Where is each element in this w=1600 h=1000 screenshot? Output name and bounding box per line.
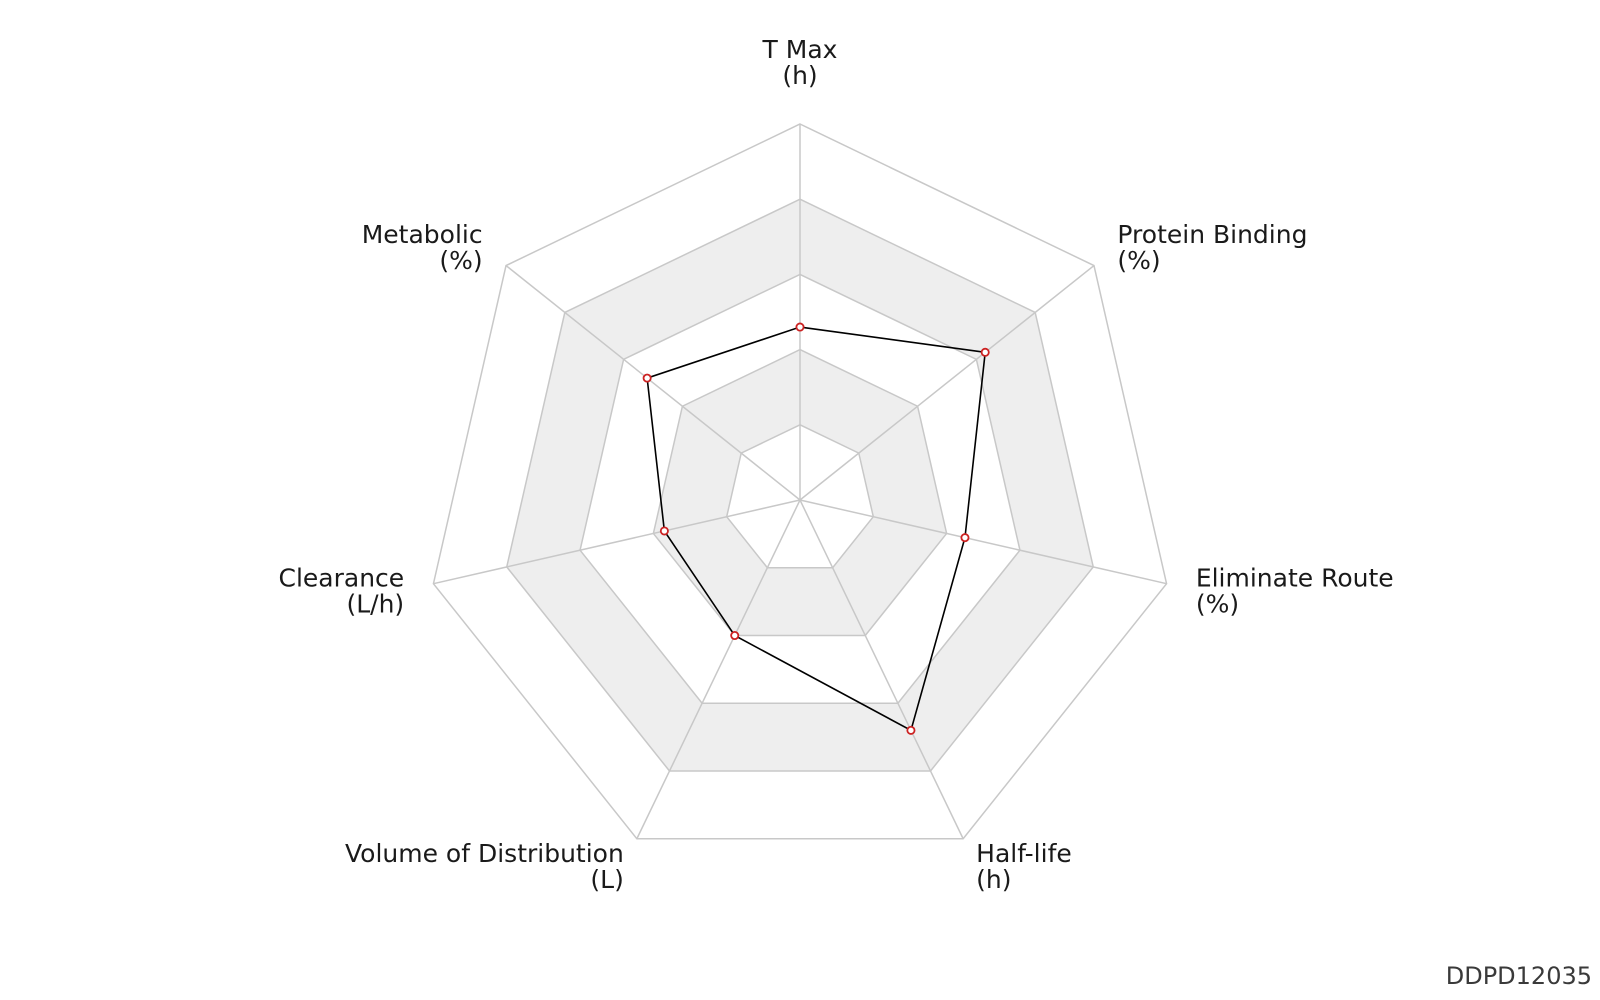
axis-label-unit-5: (L/h) — [346, 589, 404, 618]
axis-label-name-0: T Max — [762, 35, 838, 64]
radar-series-line — [646, 326, 987, 732]
axis-label-name-2: Eliminate Route — [1196, 563, 1394, 592]
radar-ring-5 — [432, 123, 1168, 840]
axis-label-name-6: Metabolic — [362, 220, 483, 249]
radar-ring-3 — [579, 273, 1021, 705]
axis-label-name-1: Protein Binding — [1117, 220, 1307, 249]
axis-label-name-4: Volume of Distribution — [345, 839, 624, 868]
radar-point-5 — [659, 526, 669, 536]
radar-point-4 — [730, 631, 740, 641]
radar-spoke-6 — [505, 264, 801, 501]
axis-label-name-5: Clearance — [279, 563, 405, 592]
axis-label-unit-2: (%) — [1196, 589, 1239, 618]
radar-spoke-2 — [799, 499, 1167, 585]
radar-spoke-3 — [799, 499, 964, 840]
chart-id-watermark: DDPD12035 — [1445, 962, 1592, 990]
radar-ring-1 — [725, 423, 875, 569]
radar-spoke-5 — [433, 499, 801, 585]
axis-label-unit-6: (%) — [439, 246, 482, 275]
axis-label-unit-4: (L) — [590, 865, 623, 894]
radar-ring-4 — [505, 198, 1095, 772]
radar-grid — [432, 123, 1168, 840]
radar-point-0 — [795, 322, 805, 332]
radar-point-6 — [642, 373, 652, 383]
radar-point-2 — [960, 533, 970, 543]
radar-point-3 — [906, 725, 916, 735]
radar-spokes — [433, 124, 1167, 840]
radar-spoke-1 — [799, 264, 1095, 501]
radar-point-1 — [980, 347, 990, 357]
axis-label-unit-3: (h) — [976, 865, 1011, 894]
axis-label-unit-1: (%) — [1117, 246, 1160, 275]
radar-spoke-4 — [636, 499, 801, 840]
radar-ring-2 — [652, 348, 948, 637]
axis-labels: T Max(h)Protein Binding(%)Eliminate Rout… — [279, 35, 1394, 894]
axis-label-unit-0: (h) — [782, 61, 817, 90]
axis-label-name-3: Half-life — [976, 839, 1072, 868]
radar-series — [642, 322, 990, 735]
